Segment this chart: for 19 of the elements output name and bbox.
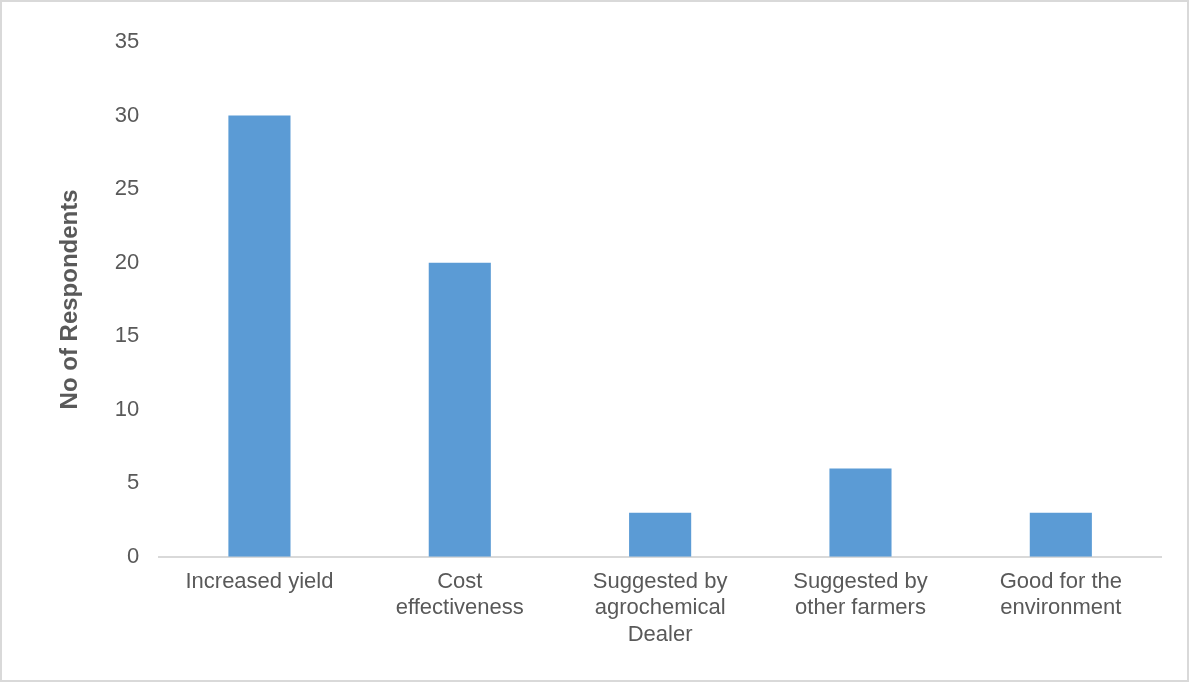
y-tick-label: 0 bbox=[127, 542, 140, 568]
y-tick-label: 15 bbox=[114, 322, 140, 348]
y-tick-label: 20 bbox=[114, 248, 140, 274]
y-tick-label: 35 bbox=[114, 28, 140, 54]
bar bbox=[428, 262, 491, 557]
y-tick-label: 30 bbox=[114, 101, 140, 127]
y-tick-label: 25 bbox=[114, 175, 140, 201]
x-tick-label: Good for the environment bbox=[999, 568, 1122, 620]
x-tick-label: Increased yield bbox=[185, 568, 334, 594]
y-tick-label: 5 bbox=[127, 469, 140, 495]
bar bbox=[629, 512, 692, 557]
x-tick-label: Cost effectiveness bbox=[395, 568, 524, 620]
y-tick-label: 10 bbox=[114, 395, 140, 421]
x-tick-label: Suggested by agrochemical Dealer bbox=[592, 568, 728, 646]
x-tick-label: Suggested by other farmers bbox=[793, 568, 928, 620]
bar bbox=[829, 468, 892, 557]
bar bbox=[1029, 512, 1092, 557]
bar bbox=[228, 115, 291, 557]
y-axis-title: No of Respondents bbox=[55, 189, 83, 410]
